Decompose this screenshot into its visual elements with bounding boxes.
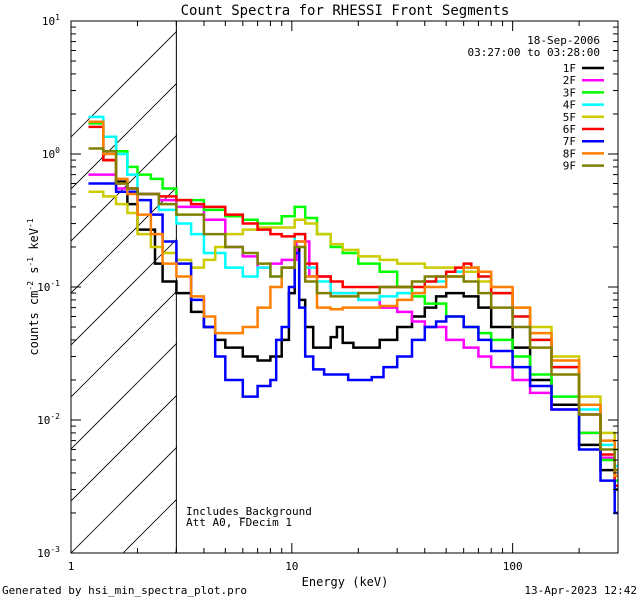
legend-label-4f: 4F xyxy=(563,99,576,112)
series-4f-line xyxy=(88,115,618,468)
series-9f-line xyxy=(88,147,618,472)
background-annotation: Includes_Background xyxy=(186,505,312,518)
y-axis-ticks: 10-3 10-2 10-1 100 101 xyxy=(37,13,618,560)
y-tick-label: 101 xyxy=(42,13,60,28)
series-2f-line xyxy=(88,173,618,472)
y-axis-label: counts cm-2 s-1 keV-1 xyxy=(26,218,41,355)
timestamp-footer: 13-Apr-2023 12:42 xyxy=(524,584,637,597)
generated-by-footer: Generated by hsi_min_spectra_plot.pro xyxy=(2,584,247,597)
hatch-line xyxy=(71,82,177,190)
time-range-label: 03:27:00 to 03:28:00 xyxy=(468,46,600,59)
x-tick-label: 10 xyxy=(285,560,298,573)
series-5f-line xyxy=(88,190,618,451)
hatch-line xyxy=(71,394,177,502)
x-axis-ticks: 1 10 100 xyxy=(68,21,619,573)
y-tick-label: 10-1 xyxy=(37,279,60,294)
legend-label-2f: 2F xyxy=(563,74,576,87)
legend-label-5f: 5F xyxy=(563,111,576,124)
legend-label-6f: 6F xyxy=(563,123,576,136)
series-7f-line xyxy=(88,182,618,515)
legend-label-8f: 8F xyxy=(563,147,576,160)
hatch-line xyxy=(71,446,177,553)
legend-label-9f: 9F xyxy=(563,160,576,173)
hatch-line xyxy=(71,238,177,346)
y-tick-label: 10-3 xyxy=(37,545,60,560)
legend-label-1f: 1F xyxy=(563,62,576,75)
date-label: 18-Sep-2006 xyxy=(527,34,600,47)
hatch-line xyxy=(539,0,640,553)
x-axis-label: Energy (keV) xyxy=(302,575,389,589)
attenuator-annotation: Att A0, FDecim 1 xyxy=(186,516,292,529)
hatch-region xyxy=(71,0,640,553)
legend-label-7f: 7F xyxy=(563,135,576,148)
hatch-line xyxy=(71,30,177,138)
x-tick-label: 100 xyxy=(503,560,523,573)
y-tick-label: 10-2 xyxy=(37,412,60,427)
chart-title: Count Spectra for RHESSI Front Segments xyxy=(181,3,510,19)
series-group xyxy=(88,115,618,515)
y-tick-label: 100 xyxy=(42,146,60,161)
series-3f-line xyxy=(88,122,618,482)
hatch-line xyxy=(71,186,177,294)
x-tick-label: 1 xyxy=(68,560,75,573)
legend-label-3f: 3F xyxy=(563,86,576,99)
series-1f-line xyxy=(88,120,618,491)
